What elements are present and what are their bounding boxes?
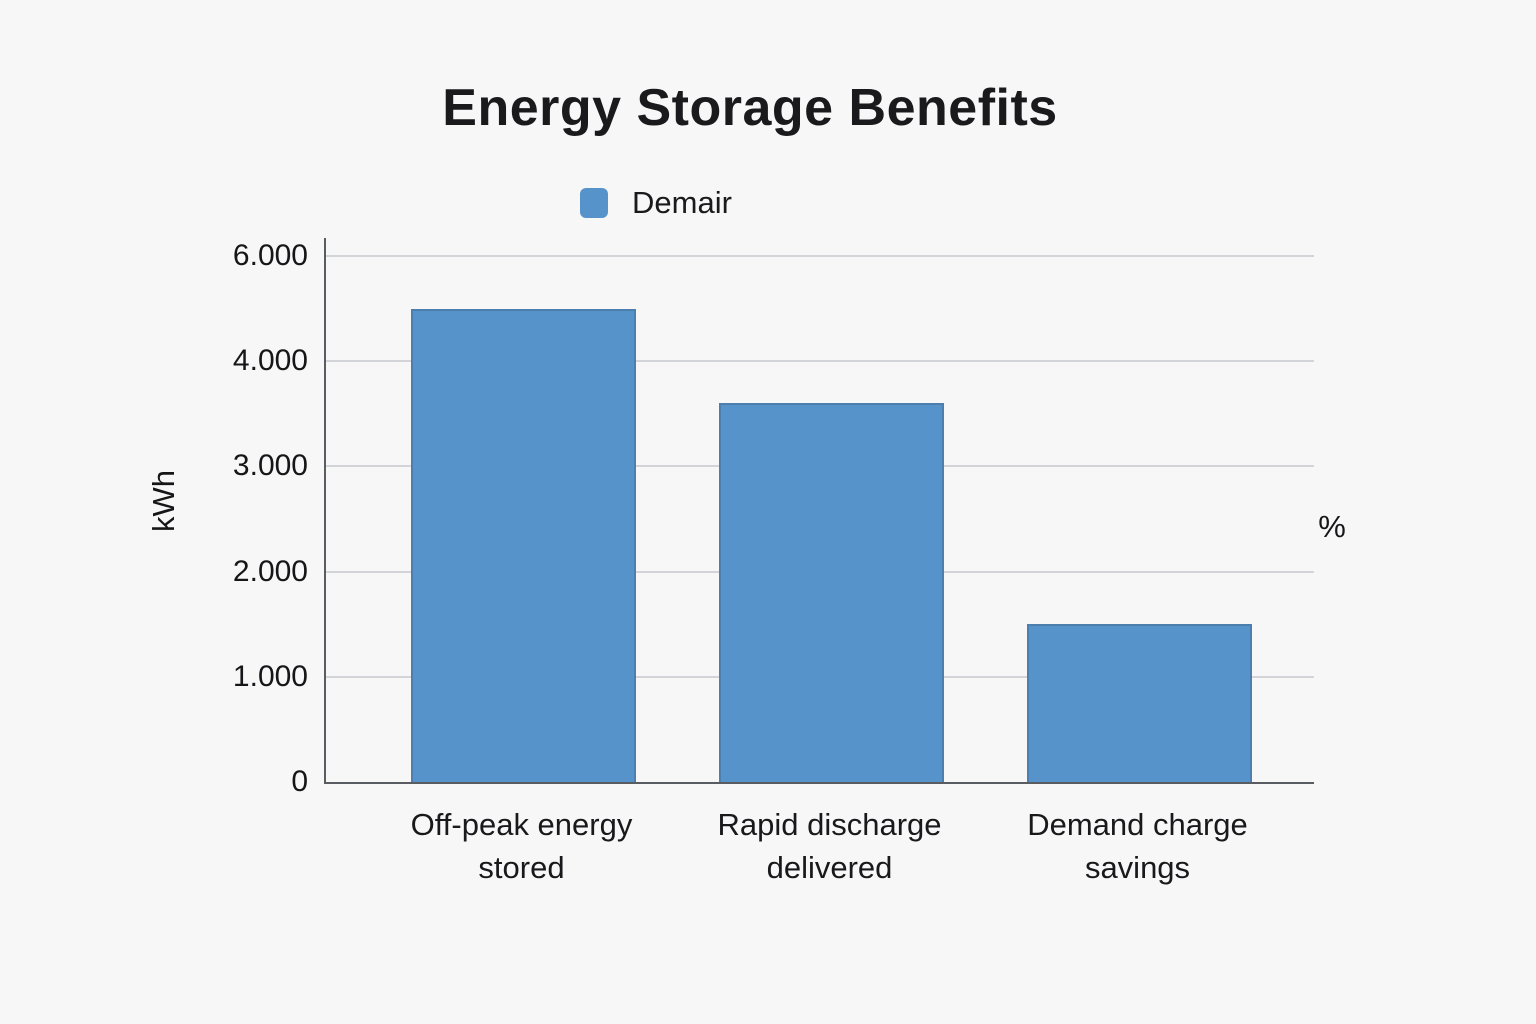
y-tick-label: 4.000 bbox=[232, 344, 308, 378]
bar-off-peak-energy-stored bbox=[411, 309, 636, 782]
y-tick-label: 3.000 bbox=[232, 449, 308, 483]
x-category-label: Demand charge savings bbox=[1027, 807, 1248, 885]
bar-demand-charge-savings bbox=[1027, 624, 1252, 782]
x-category-label: Rapid discharge delivered bbox=[717, 807, 942, 885]
legend-color-swatch-icon bbox=[580, 188, 608, 218]
x-category-label: Off-peak energy stored bbox=[410, 807, 633, 885]
y-tick-label: 6.000 bbox=[232, 239, 308, 272]
gridline bbox=[326, 360, 1314, 363]
plot-area bbox=[324, 238, 1314, 784]
secondary-y-axis-title: % bbox=[1318, 509, 1346, 544]
legend-series-label: Demair bbox=[632, 185, 732, 220]
bar-rapid-discharge-delivered bbox=[719, 403, 944, 782]
y-tick-label: 2.000 bbox=[232, 554, 308, 588]
y-tick-label: 0 bbox=[291, 765, 308, 798]
gridline bbox=[326, 255, 1314, 257]
legend: Demair bbox=[580, 185, 732, 221]
y-tick-label: 1.000 bbox=[232, 659, 308, 693]
chart-title: Energy Storage Benefits bbox=[442, 79, 1058, 137]
